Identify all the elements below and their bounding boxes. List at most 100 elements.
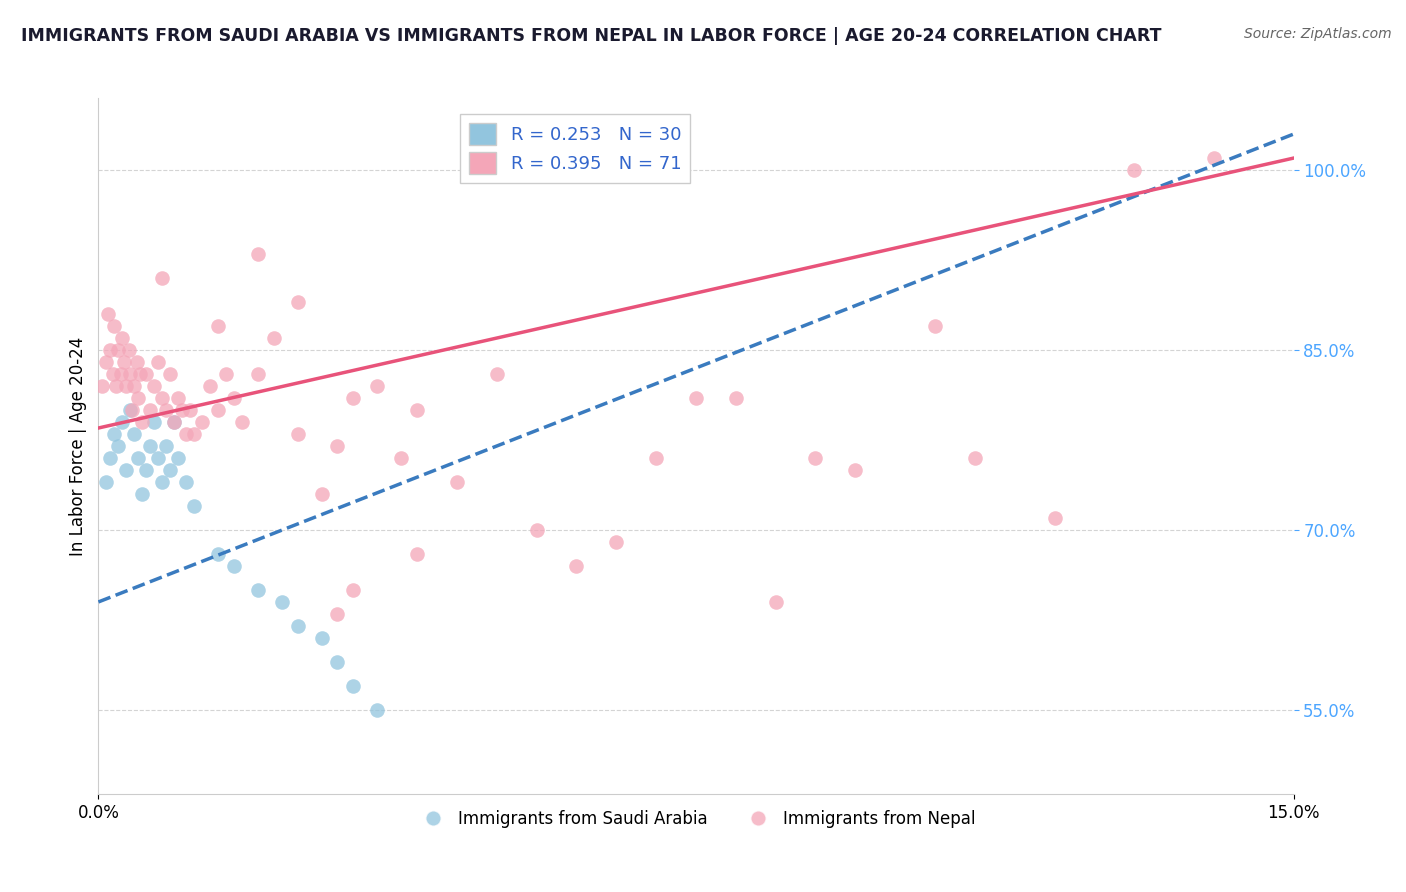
Point <box>115 463 138 477</box>
Point <box>1202 151 1225 165</box>
Point <box>150 271 173 285</box>
Point <box>131 415 153 429</box>
Point <box>120 367 142 381</box>
Point <box>804 450 827 465</box>
Point <box>124 379 146 393</box>
Point <box>150 391 173 405</box>
Point <box>924 319 946 334</box>
Point <box>139 403 162 417</box>
Point <box>389 450 412 465</box>
Point <box>215 367 238 381</box>
Point <box>183 427 205 442</box>
Point <box>287 295 309 310</box>
Point <box>139 439 162 453</box>
Point <box>131 487 153 501</box>
Point <box>98 450 122 465</box>
Point <box>128 367 150 381</box>
Point <box>150 475 173 489</box>
Point <box>406 547 429 561</box>
Point <box>104 379 127 393</box>
Point <box>326 607 349 621</box>
Point <box>844 463 866 477</box>
Legend: Immigrants from Saudi Arabia, Immigrants from Nepal: Immigrants from Saudi Arabia, Immigrants… <box>411 803 981 834</box>
Point <box>125 355 148 369</box>
Point <box>120 403 142 417</box>
Point <box>103 319 125 334</box>
Point <box>1123 163 1146 178</box>
Point <box>174 427 197 442</box>
Point <box>565 558 588 573</box>
Point <box>246 247 269 261</box>
Point <box>124 427 146 442</box>
Point <box>115 379 138 393</box>
Point <box>127 450 149 465</box>
Point <box>159 463 181 477</box>
Point <box>1043 511 1066 525</box>
Point <box>111 331 134 345</box>
Point <box>287 427 309 442</box>
Point <box>485 367 508 381</box>
Point <box>118 343 141 357</box>
Point <box>963 450 986 465</box>
Point <box>179 403 201 417</box>
Point <box>222 391 245 405</box>
Point <box>172 403 194 417</box>
Point <box>103 427 125 442</box>
Point <box>287 619 309 633</box>
Point <box>96 475 118 489</box>
Point <box>155 403 177 417</box>
Point <box>198 379 221 393</box>
Point <box>127 391 149 405</box>
Point <box>148 450 170 465</box>
Point <box>163 415 186 429</box>
Point <box>112 355 135 369</box>
Point <box>167 391 190 405</box>
Point <box>311 631 333 645</box>
Text: IMMIGRANTS FROM SAUDI ARABIA VS IMMIGRANTS FROM NEPAL IN LABOR FORCE | AGE 20-24: IMMIGRANTS FROM SAUDI ARABIA VS IMMIGRAN… <box>21 27 1161 45</box>
Point <box>167 450 190 465</box>
Point <box>311 487 333 501</box>
Text: Source: ZipAtlas.com: Source: ZipAtlas.com <box>1244 27 1392 41</box>
Point <box>107 439 129 453</box>
Point <box>163 415 186 429</box>
Y-axis label: In Labor Force | Age 20-24: In Labor Force | Age 20-24 <box>69 336 87 556</box>
Point <box>342 679 364 693</box>
Point <box>121 403 143 417</box>
Point <box>155 439 177 453</box>
Point <box>326 655 349 669</box>
Point <box>135 463 157 477</box>
Point <box>96 355 118 369</box>
Point <box>111 415 134 429</box>
Point <box>207 547 229 561</box>
Point <box>101 367 124 381</box>
Point <box>183 499 205 513</box>
Point <box>207 403 229 417</box>
Point <box>246 367 269 381</box>
Point <box>110 367 132 381</box>
Point <box>270 595 292 609</box>
Point <box>342 391 364 405</box>
Point <box>159 367 181 381</box>
Point <box>107 343 129 357</box>
Point <box>366 379 388 393</box>
Point <box>174 475 197 489</box>
Point <box>97 307 120 321</box>
Point <box>222 558 245 573</box>
Point <box>342 582 364 597</box>
Point <box>645 450 668 465</box>
Point <box>191 415 214 429</box>
Point <box>366 703 388 717</box>
Point <box>724 391 747 405</box>
Point <box>148 355 170 369</box>
Point <box>406 403 429 417</box>
Point <box>135 367 157 381</box>
Point <box>526 523 548 537</box>
Point <box>143 379 166 393</box>
Point <box>246 582 269 597</box>
Point <box>263 331 285 345</box>
Point <box>91 379 114 393</box>
Point <box>326 439 349 453</box>
Point <box>446 475 468 489</box>
Point <box>143 415 166 429</box>
Point <box>231 415 253 429</box>
